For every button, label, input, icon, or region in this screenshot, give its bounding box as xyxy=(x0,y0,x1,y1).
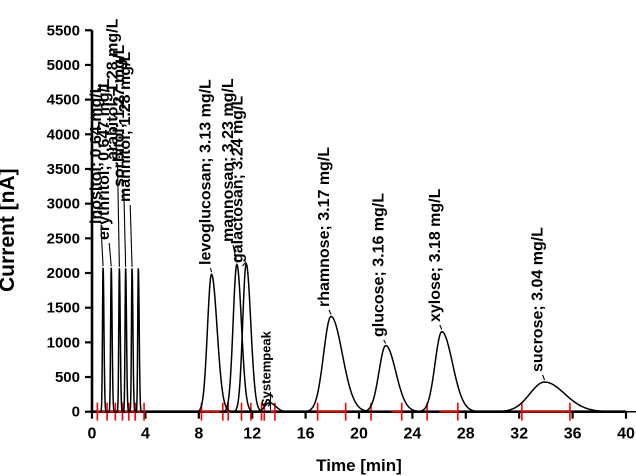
svg-text:500: 500 xyxy=(55,369,80,386)
svg-text:2500: 2500 xyxy=(47,230,80,247)
svg-text:sucrose; 3.04 mg/L: sucrose; 3.04 mg/L xyxy=(530,227,547,372)
svg-text:32: 32 xyxy=(510,426,528,443)
svg-text:galactosan; 3.24 mg/L: galactosan; 3.24 mg/L xyxy=(230,96,247,263)
svg-text:xylose; 3.18 mg/L: xylose; 3.18 mg/L xyxy=(427,188,444,322)
svg-text:1500: 1500 xyxy=(47,300,80,317)
svg-text:2000: 2000 xyxy=(47,265,80,282)
svg-text:8: 8 xyxy=(194,426,203,443)
svg-text:4000: 4000 xyxy=(47,126,80,143)
svg-text:Systempeak: Systempeak xyxy=(259,330,274,407)
svg-text:0: 0 xyxy=(88,426,97,443)
svg-text:12: 12 xyxy=(243,426,261,443)
svg-text:rhamnose; 3.17 mg/L: rhamnose; 3.17 mg/L xyxy=(316,147,333,307)
svg-text:28: 28 xyxy=(457,426,475,443)
svg-text:3000: 3000 xyxy=(47,196,80,213)
svg-text:40: 40 xyxy=(617,426,635,443)
svg-text:5000: 5000 xyxy=(47,57,80,74)
svg-text:5500: 5500 xyxy=(47,22,80,39)
svg-text:4500: 4500 xyxy=(47,92,80,109)
svg-text:24: 24 xyxy=(404,426,422,443)
svg-text:20: 20 xyxy=(350,426,368,443)
svg-text:Time [min]: Time [min] xyxy=(316,456,402,475)
svg-text:16: 16 xyxy=(297,426,315,443)
svg-text:Current [nA]: Current [nA] xyxy=(0,168,19,292)
svg-text:0: 0 xyxy=(72,404,80,421)
svg-text:4: 4 xyxy=(141,426,150,443)
svg-text:36: 36 xyxy=(564,426,582,443)
svg-text:levoglucosan; 3.13 mg/L: levoglucosan; 3.13 mg/L xyxy=(198,79,215,265)
svg-text:glucose; 3.16 mg/L: glucose; 3.16 mg/L xyxy=(371,193,388,337)
svg-text:mannitol; 1.28 mg/L: mannitol; 1.28 mg/L xyxy=(117,52,134,202)
svg-text:1000: 1000 xyxy=(47,334,80,351)
svg-text:3500: 3500 xyxy=(47,161,80,178)
